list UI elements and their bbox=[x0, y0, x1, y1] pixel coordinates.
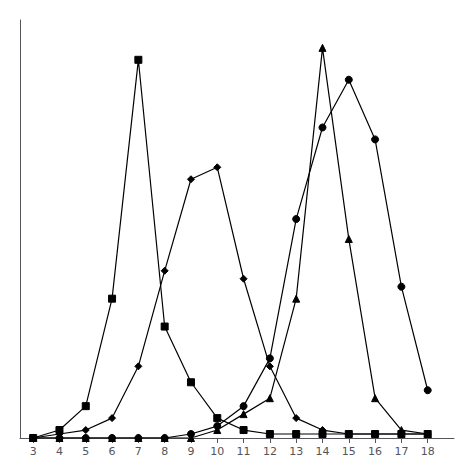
svg-text:12: 12 bbox=[263, 445, 277, 458]
svg-text:4: 4 bbox=[56, 445, 63, 458]
svg-text:10: 10 bbox=[210, 445, 224, 458]
svg-text:7: 7 bbox=[135, 445, 142, 458]
svg-text:6: 6 bbox=[109, 445, 116, 458]
svg-text:14: 14 bbox=[315, 445, 329, 458]
svg-text:13: 13 bbox=[289, 445, 303, 458]
svg-text:11: 11 bbox=[237, 445, 251, 458]
svg-text:17: 17 bbox=[394, 445, 408, 458]
svg-text:16: 16 bbox=[368, 445, 382, 458]
svg-text:8: 8 bbox=[161, 445, 168, 458]
svg-text:5: 5 bbox=[82, 445, 89, 458]
svg-text:18: 18 bbox=[421, 445, 435, 458]
svg-text:15: 15 bbox=[342, 445, 356, 458]
svg-text:9: 9 bbox=[187, 445, 194, 458]
svg-text:3: 3 bbox=[30, 445, 37, 458]
